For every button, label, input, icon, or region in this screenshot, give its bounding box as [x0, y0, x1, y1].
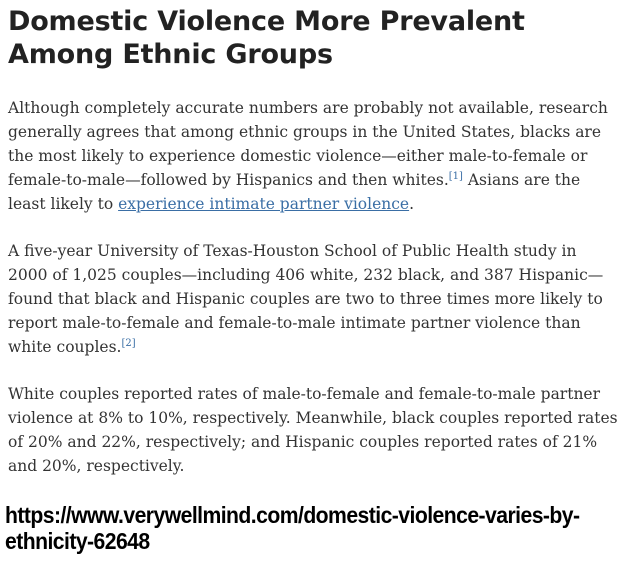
intimate-partner-violence-link[interactable]: experience intimate partner violence [118, 195, 410, 213]
paragraph-1: Although completely accurate numbers are… [8, 96, 620, 216]
paragraph-2: A five-year University of Texas-Houston … [8, 239, 620, 359]
article: Domestic Violence More Prevalent Among E… [5, 0, 620, 554]
article-title: Domestic Violence More Prevalent Among E… [8, 5, 620, 71]
article-title-line2: Among Ethnic Groups [8, 39, 333, 70]
source-url-line1: https://www.verywellmind.com/domestic-vi… [5, 502, 580, 528]
citation-1-link[interactable]: [1] [448, 170, 463, 182]
paragraph-3-text: White couples reported rates of male-to-… [8, 385, 618, 475]
source-url-line2: ethnicity-62648 [5, 528, 150, 554]
source-url-caption: https://www.verywellmind.com/domestic-vi… [5, 502, 624, 554]
paragraph-1-text: Although completely accurate numbers are… [8, 99, 608, 189]
paragraph-1-end: . [409, 195, 415, 213]
article-title-line1: Domestic Violence More Prevalent [8, 6, 525, 37]
paragraph-3: White couples reported rates of male-to-… [8, 382, 620, 478]
paragraph-2-text: A five-year University of Texas-Houston … [8, 242, 604, 356]
paragraph-1-text-continued: Asians are the least likely to [8, 171, 581, 213]
citation-2-link[interactable]: [2] [121, 337, 136, 349]
